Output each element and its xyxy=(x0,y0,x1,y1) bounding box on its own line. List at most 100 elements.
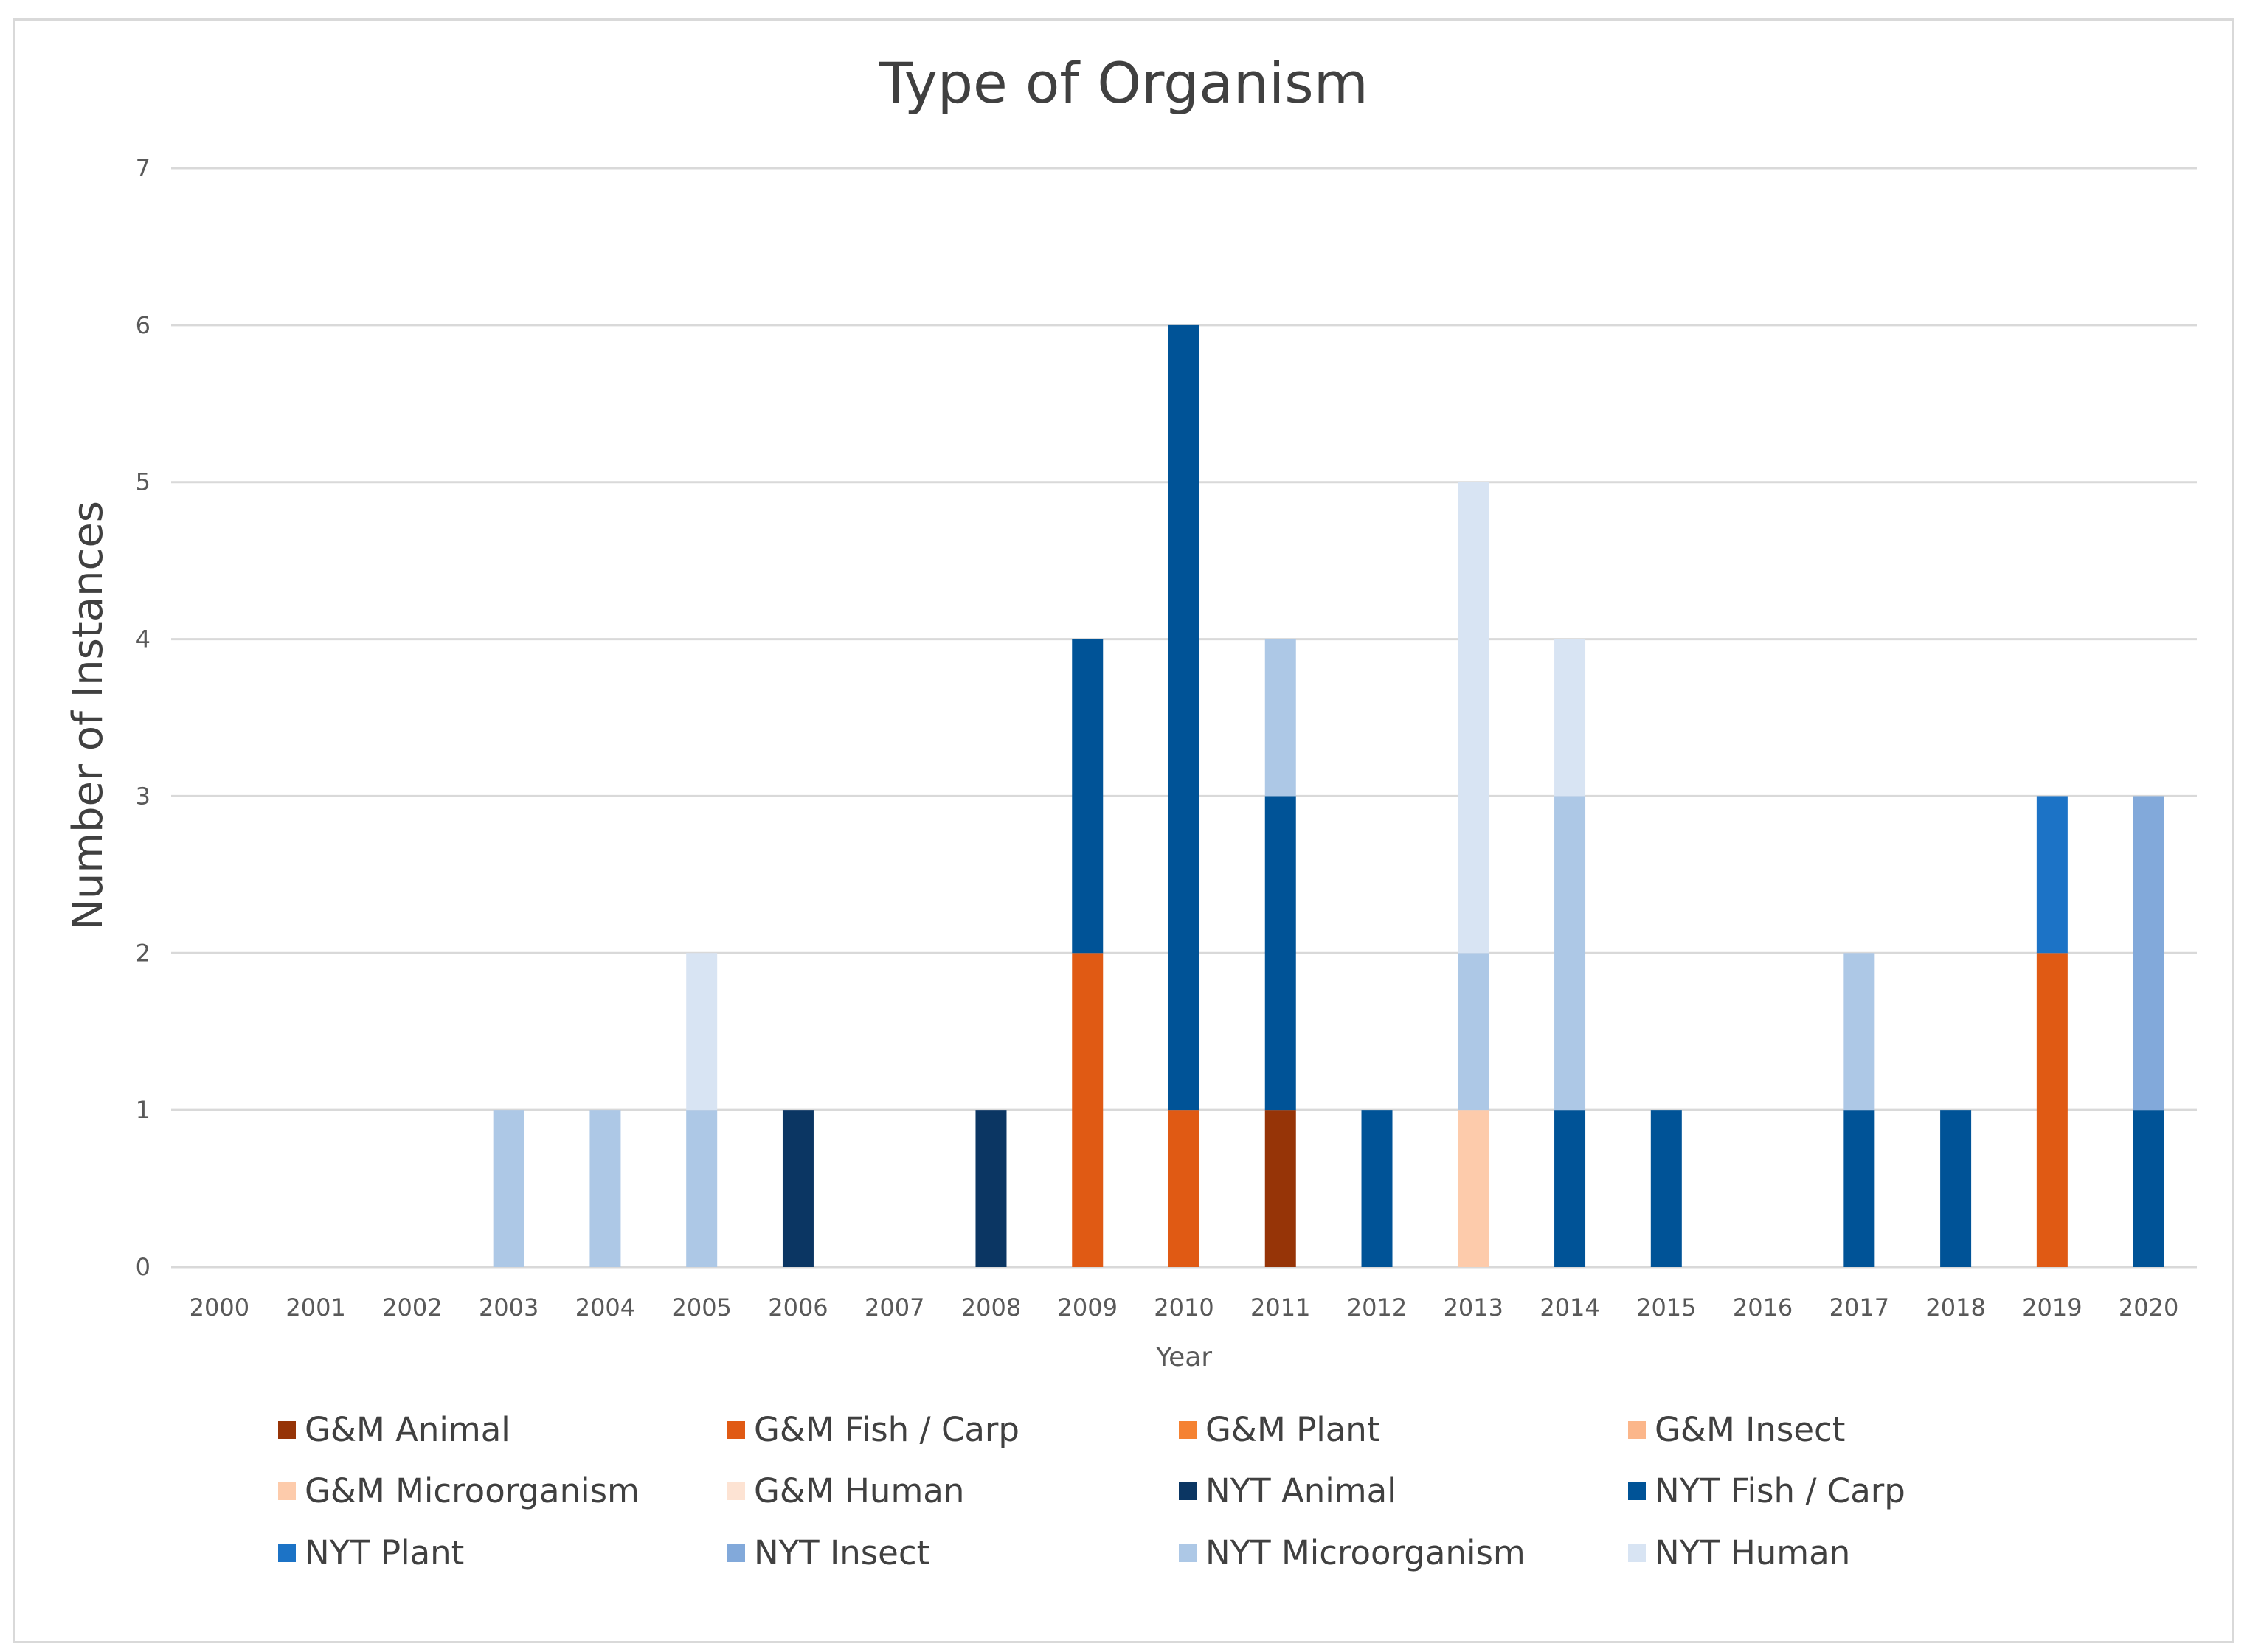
legend-item: NYT Plant xyxy=(278,1533,464,1572)
bar-segment xyxy=(1264,796,1296,1111)
x-tick-label: 2020 xyxy=(2119,1294,2178,1322)
legend-swatch xyxy=(278,1544,296,1562)
bar-segment xyxy=(1554,639,1586,796)
bar-segment xyxy=(1650,1110,1682,1267)
legend-item: NYT Animal xyxy=(1179,1471,1396,1510)
legend-label: NYT Fish / Carp xyxy=(1655,1471,1905,1510)
legend-label: G&M Microorganism xyxy=(305,1471,640,1510)
x-tick-label: 2006 xyxy=(768,1294,828,1322)
x-tick-label: 2012 xyxy=(1347,1294,1407,1322)
x-tick-label: 2018 xyxy=(1925,1294,1985,1322)
bar-segment xyxy=(2036,796,2068,954)
x-tick-label: 2002 xyxy=(382,1294,442,1322)
bar-segment xyxy=(2133,796,2164,1111)
legend-swatch xyxy=(1628,1420,1646,1439)
y-tick-label: 0 xyxy=(136,1253,150,1281)
chart-frame xyxy=(13,18,2234,1643)
bar-segment xyxy=(1264,639,1296,796)
x-tick-label: 2008 xyxy=(961,1294,1021,1322)
legend-swatch xyxy=(727,1544,745,1562)
bar-segment xyxy=(1458,953,1489,1111)
bar-segment xyxy=(1168,1110,1199,1267)
chart-title: Type of Organism xyxy=(879,50,1368,116)
bar-segment xyxy=(975,1110,1007,1267)
y-axis-title: Number of Instances xyxy=(64,501,112,930)
bar-segment xyxy=(493,1110,524,1267)
bar-segment xyxy=(686,1110,718,1267)
legend-swatch xyxy=(1628,1544,1646,1562)
x-tick-label: 2019 xyxy=(2022,1294,2082,1322)
legend-swatch xyxy=(1179,1420,1197,1439)
legend-label: NYT Animal xyxy=(1205,1471,1396,1510)
bar-segment xyxy=(1072,639,1104,954)
x-tick-label: 2015 xyxy=(1636,1294,1696,1322)
legend-label: NYT Microorganism xyxy=(1205,1533,1526,1572)
x-tick-label: 2017 xyxy=(1829,1294,1889,1322)
x-tick-label: 2010 xyxy=(1154,1294,1213,1322)
y-tick-label: 3 xyxy=(136,782,150,810)
x-tick-label: 2014 xyxy=(1540,1294,1599,1322)
bar-segment xyxy=(2036,953,2068,1267)
bar-segment xyxy=(589,1110,621,1267)
legend-label: NYT Human xyxy=(1655,1533,1851,1572)
x-tick-label: 2007 xyxy=(865,1294,924,1322)
legend-swatch xyxy=(278,1420,296,1439)
bar-segment xyxy=(1168,324,1199,1111)
x-tick-label: 2004 xyxy=(575,1294,635,1322)
y-tick-labels: 0 1 2 3 4 5 6 7 xyxy=(136,154,150,1281)
bar-segment xyxy=(1072,953,1104,1267)
x-tick-label: 2003 xyxy=(479,1294,539,1322)
x-tick-label: 2001 xyxy=(285,1294,345,1322)
legend-label: NYT Plant xyxy=(305,1533,465,1572)
x-axis-title: Year xyxy=(1155,1342,1212,1372)
bar-segment xyxy=(1458,1110,1489,1267)
legend-swatch xyxy=(1628,1482,1646,1500)
legend-label: G&M Animal xyxy=(305,1410,510,1449)
legend-label: G&M Human xyxy=(754,1471,965,1510)
x-tick-label: 2016 xyxy=(1733,1294,1793,1322)
legend-item: G&M Plant xyxy=(1179,1410,1379,1449)
y-tick-label: 6 xyxy=(136,311,150,339)
legend-item: G&M Microorganism xyxy=(278,1471,640,1510)
bar-segment xyxy=(2133,1110,2164,1267)
bar-segment xyxy=(1458,482,1489,954)
x-tick-labels: 2000 2001 2002 2003 2004 2005 2006 2007 2008 2009… xyxy=(190,1294,2179,1322)
y-tick-label: 4 xyxy=(136,625,150,653)
bar-segment xyxy=(1554,796,1586,1111)
x-tick-label: 2011 xyxy=(1250,1294,1310,1322)
legend-label: NYT Insect xyxy=(754,1533,930,1572)
legend-item: NYT Insect xyxy=(727,1533,929,1572)
legend-swatch xyxy=(1179,1544,1197,1562)
bar-segment xyxy=(1264,1110,1296,1267)
bar-segment xyxy=(1843,1110,1875,1267)
legend-item: NYT Fish / Carp xyxy=(1628,1471,1905,1510)
legend-item: NYT Microorganism xyxy=(1179,1533,1526,1572)
bar-segment xyxy=(1361,1110,1393,1267)
legend-item: G&M Fish / Carp xyxy=(727,1410,1019,1449)
y-tick-label: 5 xyxy=(136,468,150,496)
legend-swatch xyxy=(727,1482,745,1500)
y-tick-label: 2 xyxy=(136,939,150,967)
legend-label: G&M Plant xyxy=(1205,1410,1380,1449)
bar-segment xyxy=(686,953,718,1111)
y-tick-label: 7 xyxy=(136,154,150,182)
legend-item: G&M Human xyxy=(727,1471,964,1510)
x-tick-label: 2005 xyxy=(671,1294,731,1322)
legend-swatch xyxy=(278,1482,296,1500)
legend-swatch xyxy=(727,1420,745,1439)
legend-item: NYT Human xyxy=(1628,1533,1850,1572)
legend-label: G&M Insect xyxy=(1655,1410,1846,1449)
legend-item: G&M Insect xyxy=(1628,1410,1845,1449)
legend-label: G&M Fish / Carp xyxy=(754,1410,1019,1449)
bar-segment xyxy=(1843,953,1875,1111)
x-tick-label: 2000 xyxy=(190,1294,249,1322)
bars xyxy=(493,324,2164,1267)
y-tick-label: 1 xyxy=(136,1096,150,1124)
bar-segment xyxy=(1940,1110,1972,1267)
x-tick-label: 2013 xyxy=(1444,1294,1503,1322)
bar-segment xyxy=(782,1110,814,1267)
x-tick-label: 2009 xyxy=(1058,1294,1118,1322)
legend-item: G&M Animal xyxy=(278,1410,510,1449)
legend-swatch xyxy=(1179,1482,1197,1500)
